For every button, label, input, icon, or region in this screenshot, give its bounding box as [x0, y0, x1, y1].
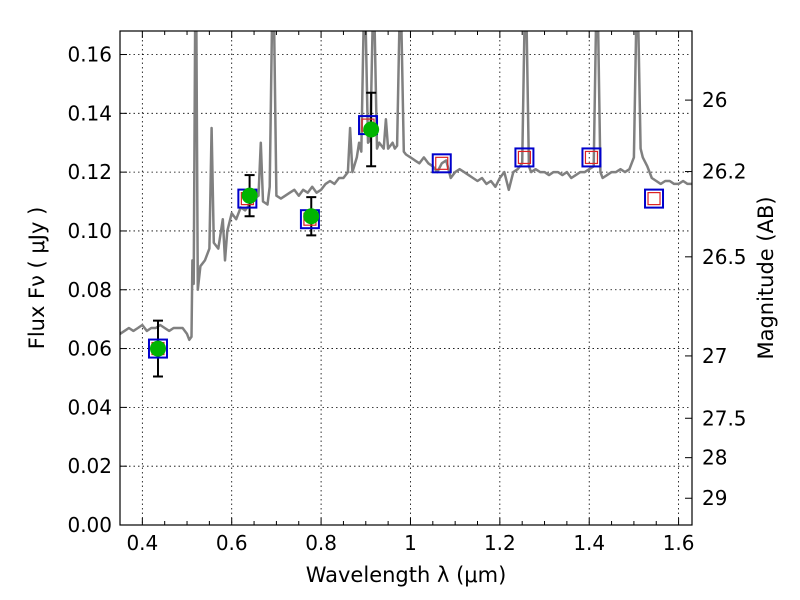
plot-frame: [119, 30, 693, 526]
model-square-inner: [435, 156, 449, 170]
y-tick-label: 0.16: [67, 43, 112, 67]
observed-photometry-points: [149, 121, 380, 357]
right-y-tick-label: 26: [702, 88, 727, 112]
x-tick-label: 0.6: [216, 531, 248, 555]
observed-point: [149, 340, 166, 357]
y-tick-label: 0.04: [67, 395, 112, 419]
model-square-inner: [647, 192, 661, 206]
model-square-inner: [517, 150, 532, 165]
x-tick-label: 0.4: [126, 531, 158, 555]
right-y-tick-label: 27: [702, 344, 727, 368]
y-tick-label: 0.08: [67, 278, 112, 302]
x-tick-label: 1.6: [663, 531, 695, 555]
observed-point: [303, 208, 320, 225]
right-y-axis-label: Magnitude (AB): [754, 196, 778, 359]
plot-area: [120, 31, 692, 378]
observed-point: [241, 187, 258, 204]
model-square-outer: [147, 338, 168, 359]
model-square-outer: [644, 188, 665, 209]
right-y-tick-label: 29: [702, 486, 727, 510]
right-y-tick-label: 26.5: [702, 245, 747, 269]
observed-point: [363, 121, 380, 138]
x-tick-label: 1.2: [484, 531, 516, 555]
x-tick-label: 0.8: [305, 531, 337, 555]
x-tick-label: 1: [404, 531, 417, 555]
model-square-outer: [514, 147, 535, 168]
model-square-outer: [581, 147, 602, 168]
y-axis-label: Flux Fν ( μJy ): [25, 207, 49, 350]
model-square-outer: [431, 153, 452, 174]
y-tick-label: 0.12: [67, 160, 112, 184]
tick-labels: 0.4 0.6 0.8 1 1.2 1.4 1.6 0.00 0.02 0.04 0.06 0.08 0…: [67, 43, 746, 555]
model-square-inner: [584, 150, 599, 165]
right-y-tick-label: 27.5: [702, 406, 747, 430]
y-tick-label: 0.02: [67, 454, 112, 478]
x-tick-label: 1.4: [573, 531, 605, 555]
right-y-tick-label: 28: [702, 446, 727, 470]
axis-ticks: [119, 31, 692, 526]
y-tick-label: 0.14: [67, 101, 112, 125]
y-tick-label: 0.06: [67, 337, 112, 361]
y-tick-label: 0.10: [67, 219, 112, 243]
model-spectrum-line: [120, 31, 692, 342]
x-axis-label: Wavelength λ (μm): [306, 563, 507, 587]
right-y-tick-label: 26.2: [702, 160, 747, 184]
y-tick-label: 0.00: [67, 513, 112, 537]
